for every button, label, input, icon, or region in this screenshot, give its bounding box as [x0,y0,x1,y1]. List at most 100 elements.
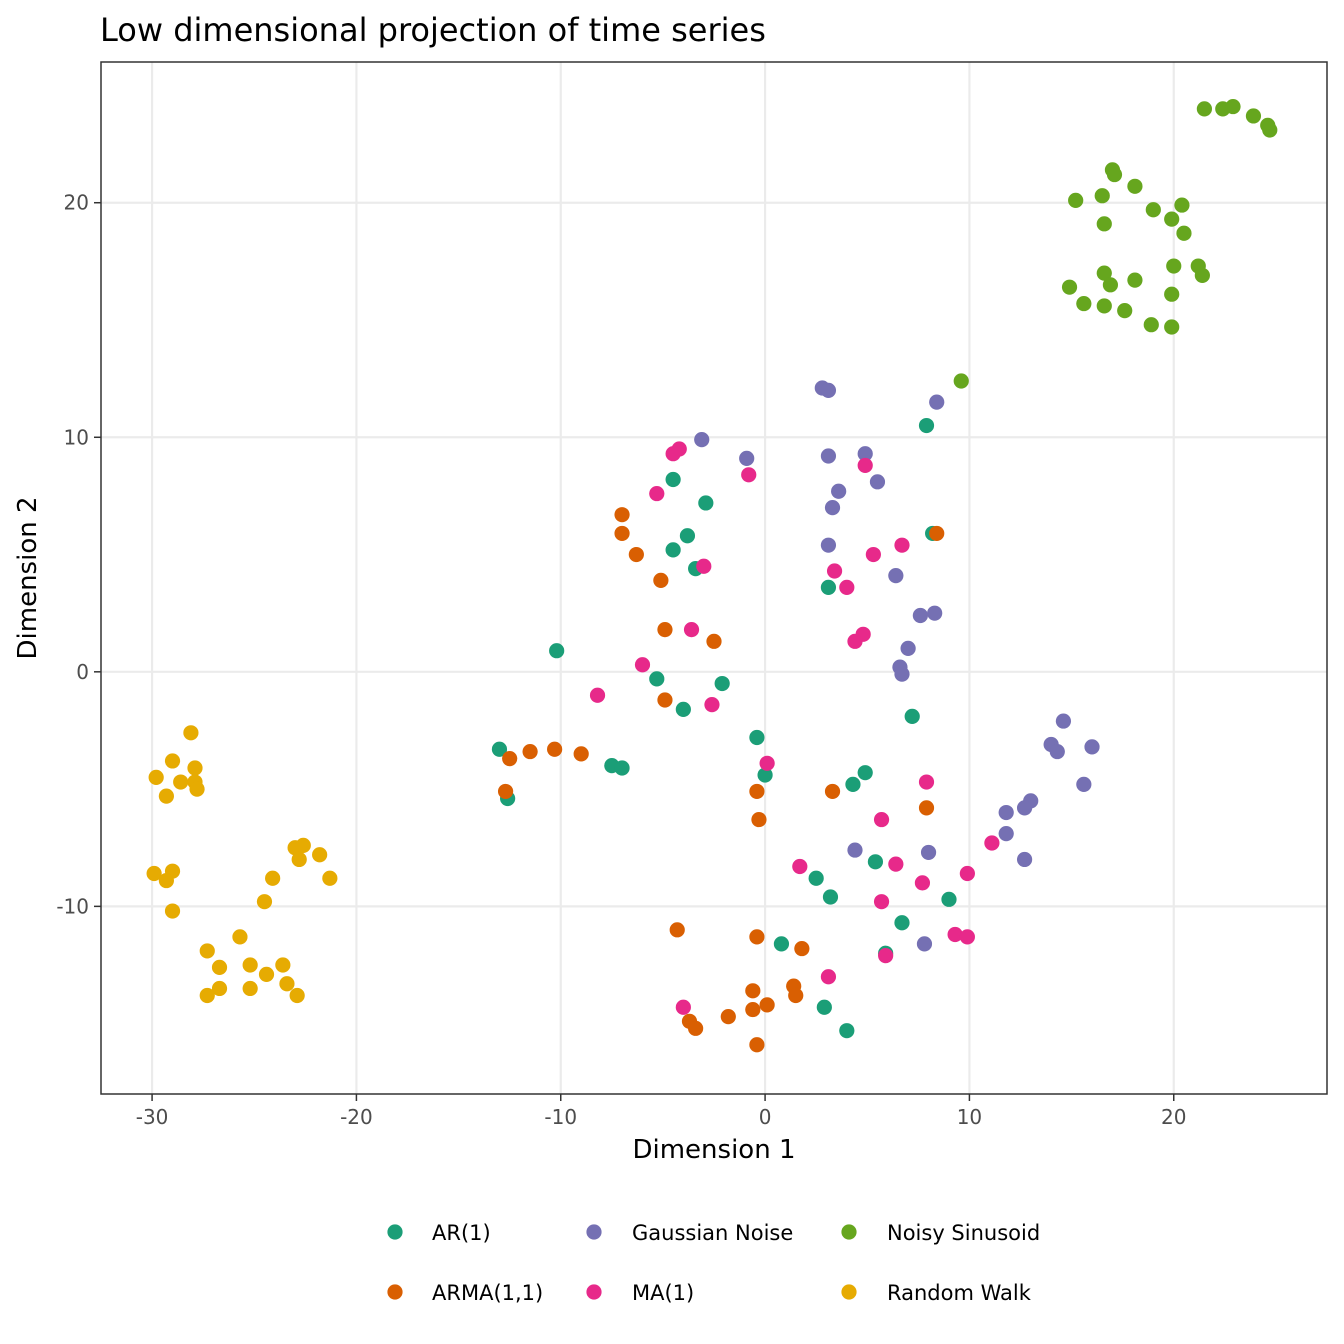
x-tick-label: 0 [759,1105,772,1129]
data-point [792,858,808,875]
data-point [289,987,305,1004]
data-point [614,525,630,542]
data-point [1143,317,1159,333]
data-point [1127,178,1143,194]
data-point [820,579,837,595]
data-point [857,765,873,781]
data-point [1117,303,1133,319]
data-point [148,769,164,785]
data-point [573,746,589,762]
data-point [831,483,847,499]
data-point [1245,108,1262,124]
data-point [211,959,228,975]
data-point [164,753,181,769]
axes: -30 -20 -10 0 10 20 -10 0 10 20 [56,191,1186,1129]
data-point [918,774,935,790]
data-point [888,568,904,584]
data-point [822,889,839,905]
data-point [739,450,755,466]
data-point [522,743,538,760]
data-point [312,847,328,863]
data-point [628,546,644,563]
legend-label: ARMA(1,1) [432,1281,543,1305]
data-point [820,537,837,553]
legend-label: Random Walk [887,1281,1032,1305]
plot-panel [100,61,1328,1095]
y-tick-label: -10 [56,894,89,918]
y-tick-label: 0 [76,660,89,684]
data-point [749,1037,765,1053]
grid [101,62,1327,1094]
data-point [894,915,910,931]
x-tick-label: -20 [340,1105,373,1129]
data-point [1174,197,1190,213]
data-point [847,633,863,649]
data-point [914,875,931,891]
legend-label: Gaussian Noise [632,1221,793,1245]
data-point [1016,851,1033,868]
data-point [497,783,514,800]
data-point [839,1023,855,1039]
data-point [279,976,295,992]
data-point [665,471,681,488]
data-point [888,856,904,872]
data-point [820,448,837,464]
data-point [173,774,189,790]
legend-key [586,1224,602,1240]
legend-key [387,1224,403,1240]
data-point [694,432,710,448]
data-point [706,633,722,649]
data-point [1225,98,1241,115]
legend: AR(1) ARMA(1,1) Gaussian Noise MA(1) Noisy S… [387,1221,1040,1305]
legend-key [841,1284,857,1300]
data-point [187,760,203,776]
data-point [894,666,910,682]
data-point [959,865,975,882]
data-point [820,969,837,985]
data-point [1262,122,1278,138]
data-point [275,957,291,973]
data-point [918,800,935,816]
data-point [878,948,894,964]
data-point [502,751,518,767]
data-point [158,872,174,889]
data-point [1061,279,1078,295]
data-point [865,546,881,563]
data-point [847,842,863,858]
x-tick-label: -30 [136,1105,169,1129]
data-point [199,943,215,959]
data-point [820,382,837,398]
legend-key [387,1284,403,1300]
data-point [873,811,890,828]
data-point [549,643,565,659]
data-point [1166,258,1182,274]
data-point [1096,265,1112,281]
data-point [491,741,508,757]
y-axis-title: Dimension 2 [13,496,43,659]
data-point [199,987,215,1004]
legend-label: MA(1) [632,1281,694,1305]
data-point [589,687,606,703]
data-point [941,891,957,907]
legend-label: AR(1) [432,1221,491,1245]
data-point [1068,192,1084,208]
x-tick-label: -10 [544,1105,577,1129]
data-point [749,929,765,945]
data-point [857,446,873,462]
data-point [749,783,765,800]
data-point [947,926,963,943]
data-point [1076,776,1092,793]
data-point [649,485,665,502]
chart-title: Low dimensional projection of time serie… [100,11,766,49]
data-point [869,474,886,490]
data-point [826,563,843,579]
data-point [900,640,916,656]
data-point [873,894,890,910]
data-point [675,701,691,717]
x-axis-title: Dimension 1 [632,1135,795,1165]
data-point [258,966,275,982]
data-point [929,525,945,542]
data-point [904,708,920,724]
data-point [749,729,765,746]
data-point [920,844,937,861]
